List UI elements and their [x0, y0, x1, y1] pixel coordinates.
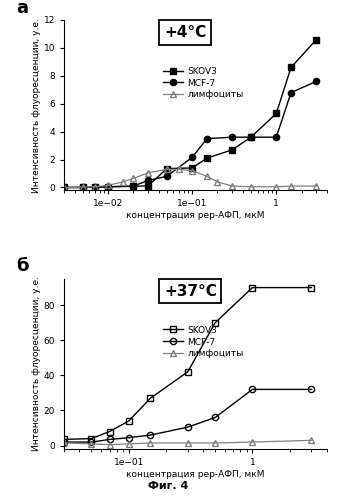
SKOV3	[81, 185, 85, 191]
MCF-7	[131, 183, 135, 189]
MCF-7	[165, 173, 169, 179]
SKOV3	[289, 64, 293, 70]
SKOV3	[106, 184, 110, 190]
SKOV3	[190, 165, 194, 171]
MCF-7	[108, 437, 112, 443]
MCF-7	[81, 185, 85, 191]
лимфоциты	[131, 175, 135, 181]
Line: MCF-7: MCF-7	[61, 386, 314, 445]
MCF-7	[289, 89, 293, 95]
SKOV3	[250, 284, 254, 290]
MCF-7	[89, 439, 93, 445]
Y-axis label: Интенсивность флуоресценции, у.е.: Интенсивность флуоресценции, у.е.	[32, 276, 41, 452]
MCF-7	[274, 134, 278, 140]
лимфоциты	[314, 183, 318, 189]
лимфоциты	[190, 168, 194, 174]
Text: a: a	[17, 0, 29, 16]
Legend: SKOV3, MCF-7, лимфоциты: SKOV3, MCF-7, лимфоциты	[163, 67, 244, 99]
Line: лимфоциты: лимфоциты	[61, 438, 314, 448]
SKOV3	[165, 166, 169, 172]
лимфоциты	[127, 441, 131, 447]
лимфоциты	[62, 185, 66, 191]
SKOV3	[146, 183, 150, 189]
X-axis label: концентрация рер-АФП, мкМ: концентрация рер-АФП, мкМ	[126, 211, 265, 220]
лимфоциты	[106, 182, 110, 188]
лимфоциты	[205, 173, 209, 179]
лимфоциты	[149, 440, 153, 446]
MCF-7	[127, 435, 131, 441]
Text: +37°C: +37°C	[164, 284, 217, 299]
MCF-7	[62, 185, 66, 191]
лимфоциты	[274, 184, 278, 190]
лимфоциты	[165, 166, 169, 172]
лимфоциты	[215, 179, 219, 185]
Text: +4°C: +4°C	[164, 25, 206, 40]
Line: SKOV3: SKOV3	[61, 284, 314, 443]
SKOV3	[62, 185, 66, 191]
SKOV3	[213, 320, 217, 326]
лимфоциты	[81, 184, 85, 190]
MCF-7	[93, 184, 97, 190]
SKOV3	[314, 36, 318, 42]
SKOV3	[131, 183, 135, 189]
лимфоциты	[62, 440, 66, 446]
лимфоциты	[309, 437, 313, 443]
Line: SKOV3: SKOV3	[61, 36, 319, 191]
Legend: SKOV3, MCF-7, лимфоциты: SKOV3, MCF-7, лимфоциты	[163, 326, 244, 358]
лимфоциты	[93, 184, 97, 190]
Text: Фиг. 4: Фиг. 4	[148, 481, 189, 491]
SKOV3	[186, 369, 190, 375]
MCF-7	[62, 439, 66, 445]
SKOV3	[62, 437, 66, 443]
MCF-7	[314, 78, 318, 84]
MCF-7	[106, 184, 110, 190]
MCF-7	[250, 386, 254, 392]
X-axis label: концентрация рер-АФП, мкМ: концентрация рер-АФП, мкМ	[126, 470, 265, 479]
лимфоциты	[213, 440, 217, 446]
Y-axis label: Интенсивность флуоресценции, у.е.: Интенсивность флуоресценции, у.е.	[32, 17, 41, 193]
лимфоциты	[250, 439, 254, 445]
Text: б: б	[17, 257, 29, 275]
MCF-7	[213, 415, 217, 421]
MCF-7	[186, 424, 190, 430]
лимфоциты	[146, 170, 150, 176]
MCF-7	[149, 432, 153, 438]
SKOV3	[230, 147, 234, 153]
MCF-7	[249, 134, 253, 140]
SKOV3	[274, 110, 278, 116]
SKOV3	[249, 134, 253, 140]
MCF-7	[205, 136, 209, 142]
Line: лимфоциты: лимфоциты	[61, 167, 319, 190]
лимфоциты	[121, 179, 125, 185]
SKOV3	[93, 184, 97, 190]
SKOV3	[149, 395, 153, 401]
SKOV3	[89, 436, 93, 442]
лимфоциты	[177, 166, 181, 172]
MCF-7	[309, 386, 313, 392]
лимфоциты	[89, 441, 93, 447]
MCF-7	[190, 155, 194, 161]
SKOV3	[309, 284, 313, 290]
лимфоциты	[186, 440, 190, 446]
лимфоциты	[230, 183, 234, 189]
лимфоциты	[108, 442, 112, 448]
лимфоциты	[289, 183, 293, 189]
Line: MCF-7: MCF-7	[61, 78, 319, 191]
MCF-7	[146, 178, 150, 184]
SKOV3	[205, 155, 209, 161]
SKOV3	[127, 418, 131, 424]
SKOV3	[108, 429, 112, 435]
лимфоциты	[249, 184, 253, 190]
MCF-7	[230, 134, 234, 140]
